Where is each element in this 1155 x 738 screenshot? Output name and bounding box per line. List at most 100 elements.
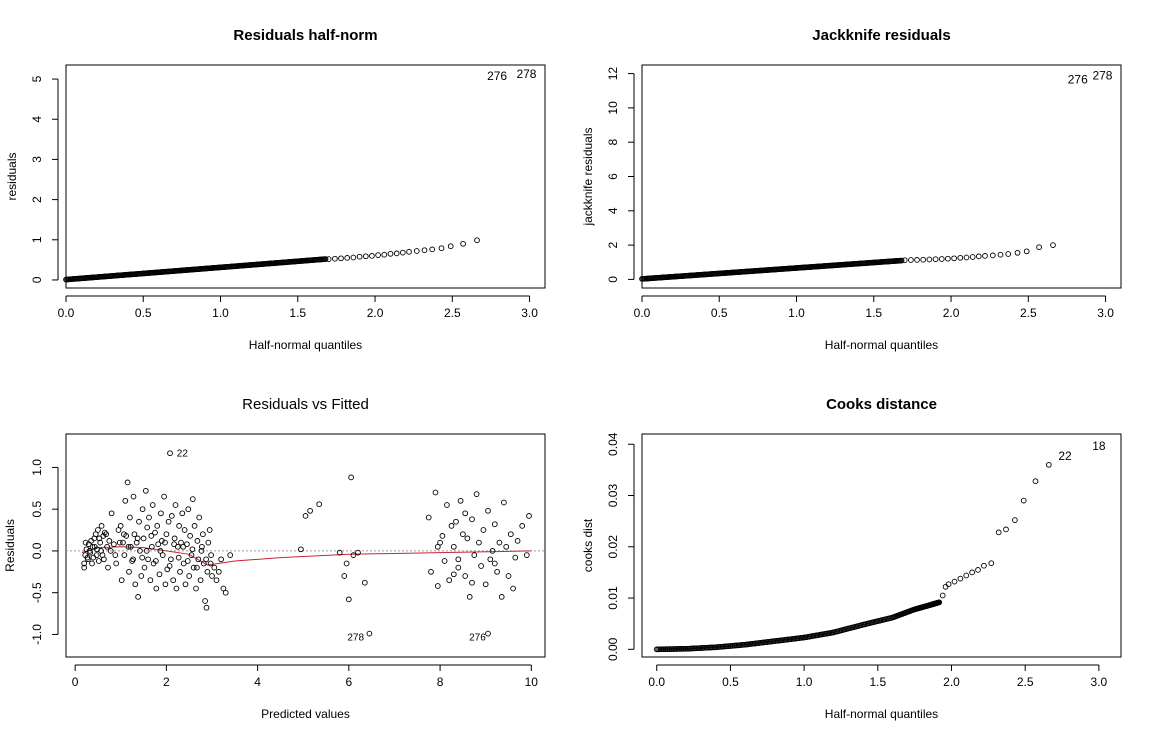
p2-panel: Jackknife residuals 0.0 0.5 1.0 1.5 2.0 2.5 3.0…: [581, 27, 1122, 352]
data-point: [131, 531, 138, 538]
data-point: [104, 543, 110, 550]
data-point: [105, 564, 111, 571]
x-tick-label: 4: [254, 675, 261, 689]
data-point: [361, 579, 368, 586]
y-tick-label: 0.04: [606, 432, 620, 456]
data-point: [215, 568, 222, 575]
data-point: [186, 573, 193, 579]
data-point: [139, 554, 146, 561]
data-point: [460, 240, 466, 247]
x-tick-label: 1.0: [212, 306, 229, 320]
data-point: [157, 548, 164, 554]
x-tick-label: 3.0: [521, 306, 538, 320]
data-point: [393, 250, 400, 257]
data-point: [963, 254, 970, 261]
data-point: [83, 546, 90, 553]
data-point: [453, 518, 459, 525]
data-point: [503, 543, 510, 550]
data-point: [298, 546, 304, 553]
data-point: [908, 257, 914, 263]
data-point: [195, 556, 202, 563]
x-tick-label: 2.5: [444, 306, 461, 320]
data-point: [200, 560, 207, 567]
data-point: [447, 243, 454, 250]
data-point: [218, 556, 224, 563]
data-point: [462, 573, 469, 579]
data-point: [942, 583, 949, 590]
data-point: [159, 552, 166, 558]
x-tick-label: 0.5: [711, 306, 728, 320]
data-point: [149, 502, 156, 508]
data-point: [135, 594, 141, 600]
data-point: [446, 577, 453, 584]
data-point: [155, 541, 162, 548]
plot-frame: [65, 64, 546, 289]
data-point: [98, 523, 105, 529]
data-point: [325, 256, 332, 262]
chart-title: Residuals vs Fitted: [242, 396, 369, 413]
data-point: [381, 251, 388, 258]
point-annotation: 22: [1058, 449, 1072, 463]
data-point: [455, 556, 462, 563]
data-point: [369, 253, 375, 259]
data-point: [96, 535, 103, 542]
x-tick-label: 2.0: [367, 306, 384, 320]
point-annotation: 276: [469, 632, 486, 643]
data-point: [189, 546, 196, 553]
y-tick-label: 3: [30, 156, 44, 163]
point-annotation: 276: [487, 69, 507, 83]
data-point: [121, 531, 127, 538]
data-point: [336, 549, 343, 556]
data-point: [914, 257, 920, 263]
y-tick-label: 0.00: [606, 637, 620, 661]
data-point: [898, 257, 905, 264]
data-point: [147, 577, 154, 584]
data-point: [175, 554, 182, 561]
y-tick-label: 0: [606, 276, 620, 283]
data-point: [211, 564, 218, 571]
data-point: [138, 573, 145, 579]
data-point: [932, 256, 939, 263]
data-point: [989, 252, 996, 259]
data-point: [491, 560, 498, 567]
data-point: [203, 604, 210, 611]
data-point: [112, 552, 119, 558]
data-point: [82, 539, 89, 546]
data-point: [130, 556, 136, 563]
x-tick-label: 2.0: [943, 306, 960, 320]
data-point: [86, 548, 93, 554]
data-point: [170, 577, 177, 584]
data-point: [982, 253, 988, 259]
data-point: [116, 539, 123, 546]
smooth-line: [81, 546, 532, 566]
point-annotation: 278: [516, 67, 536, 81]
data-point: [512, 554, 519, 561]
data-point: [174, 543, 181, 550]
data-point: [184, 558, 191, 564]
x-tick-label: 1.0: [796, 675, 813, 689]
data-point: [171, 535, 178, 542]
x-tick-label: 1.5: [289, 306, 306, 320]
data-point: [387, 250, 394, 257]
y-tick-label: 0.02: [606, 535, 620, 559]
y-tick-label: 6: [606, 173, 620, 180]
data-point: [185, 506, 192, 513]
data-point: [920, 256, 927, 263]
data-point: [188, 552, 195, 558]
y-tick-label: 2: [606, 241, 620, 248]
x-axis-label: Half-normal quantiles: [249, 338, 362, 352]
data-point: [429, 246, 436, 253]
data-points: [639, 242, 1056, 282]
data-point: [476, 539, 482, 546]
data-point: [501, 499, 507, 506]
x-tick-label: 1.5: [865, 306, 882, 320]
data-point: [81, 564, 88, 571]
y-axis-label: residuals: [5, 152, 19, 200]
data-point: [450, 543, 457, 550]
data-point: [202, 598, 208, 604]
data-point: [200, 531, 206, 538]
chart-title: Cooks distance: [826, 396, 937, 413]
x-tick-label: 2.5: [1020, 306, 1037, 320]
data-point: [460, 531, 466, 538]
